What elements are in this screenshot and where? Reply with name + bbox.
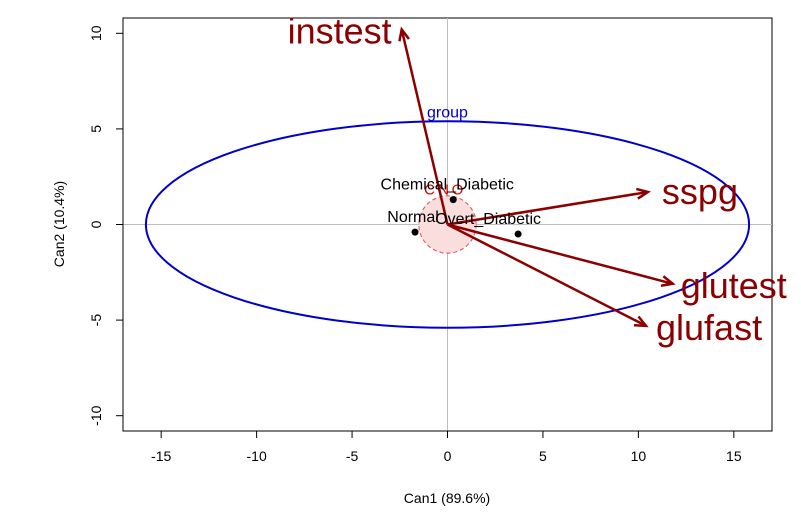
confidence-label-n: N: [438, 182, 449, 199]
y-tick-label--5: -5: [88, 314, 104, 327]
arrowhead-sspg: [636, 187, 651, 200]
x-axis: -15 -10 -5 0 5 10 15: [151, 430, 742, 464]
group-label-chemical-diabetic: Chemical_Diabetic: [381, 177, 514, 194]
x-tick-label-10: 10: [631, 448, 647, 464]
vector-glufast: [446, 223, 647, 327]
vector-instest: [400, 29, 449, 225]
group-label-overt-diabetic: Overt_Diabetic: [435, 211, 541, 228]
group-point-normal: [411, 228, 419, 236]
confidence-label-c: C: [424, 182, 435, 199]
arrowhead-glufast: [633, 315, 649, 328]
y-tick-label-10: 10: [88, 25, 104, 41]
y-tick-label-5: 5: [88, 125, 104, 133]
group-ellipse-layer: group: [144, 104, 751, 329]
y-tick-label-0: 0: [88, 220, 104, 228]
arrowhead-instest: [398, 26, 410, 42]
x-tick-label-15: 15: [726, 448, 742, 464]
arrowhead-glutest: [660, 275, 676, 287]
variable-label-glutest: glutest: [681, 265, 787, 306]
variable-label-glufast: glufast: [656, 307, 762, 348]
group-point-overt-diabetic: [514, 230, 522, 238]
variable-label-instest: instest: [288, 10, 392, 51]
vector-glutest: [447, 223, 674, 285]
group-ellipse: [144, 120, 751, 329]
group-ellipse-label: group: [427, 104, 468, 121]
group-label-normal: Normal: [387, 209, 439, 226]
x-tick-label--5: -5: [346, 448, 359, 464]
group-point-chemical-diabetic: [449, 196, 457, 204]
vector-sspg: [447, 190, 649, 226]
y-tick-label--10: -10: [88, 405, 104, 425]
variable-label-sspg: sspg: [662, 171, 738, 212]
y-axis: -10 -5 0 5 10: [88, 25, 124, 426]
x-tick-label-5: 5: [539, 448, 547, 464]
y-axis-label: Can2 (10.4%): [51, 181, 67, 267]
x-tick-label-0: 0: [444, 448, 452, 464]
x-axis-label: Can1 (89.6%): [404, 490, 490, 506]
confidence-label-o: O: [452, 182, 464, 199]
x-tick-label--10: -10: [247, 448, 267, 464]
x-tick-label--15: -15: [151, 448, 171, 464]
